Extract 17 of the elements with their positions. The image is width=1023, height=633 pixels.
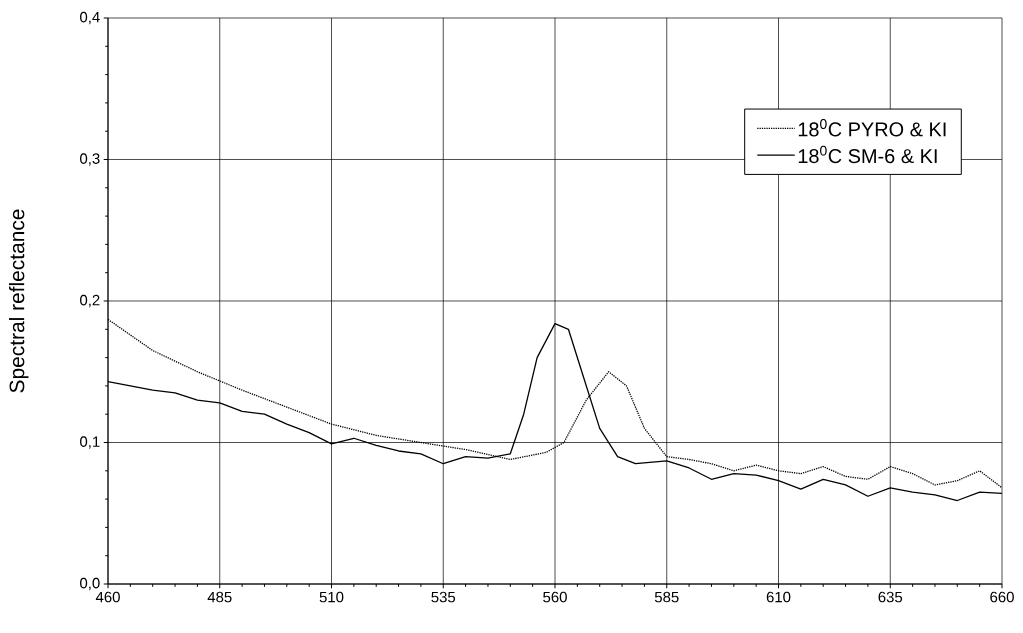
y-tick-label: 0,3 bbox=[80, 153, 100, 166]
legend-label: 18$^{0}$C SM-6 & KI bbox=[798, 145, 937, 164]
x-tick-label: 585 bbox=[654, 591, 679, 603]
x-tick-label: 535 bbox=[431, 591, 456, 603]
y-tick-label: 0,4 bbox=[80, 11, 100, 25]
y-tick-label: 0,2 bbox=[80, 294, 100, 308]
y-axis-title: Spectral reflectance bbox=[8, 209, 29, 393]
x-tick-label: 460 bbox=[95, 591, 120, 603]
legend-label: 18$^{0}$C PYRO & KI bbox=[798, 119, 946, 137]
x-tick-label: 560 bbox=[543, 591, 567, 603]
x-tick-label: 485 bbox=[207, 591, 232, 603]
x-tick-label: 660 bbox=[990, 591, 1014, 603]
x-tick-label: 610 bbox=[766, 591, 791, 603]
y-tick-label: 0,1 bbox=[80, 436, 100, 449]
x-tick-label: 635 bbox=[878, 591, 903, 603]
y-tick-label: 0,0 bbox=[80, 577, 100, 591]
x-tick-label: 510 bbox=[319, 591, 344, 603]
